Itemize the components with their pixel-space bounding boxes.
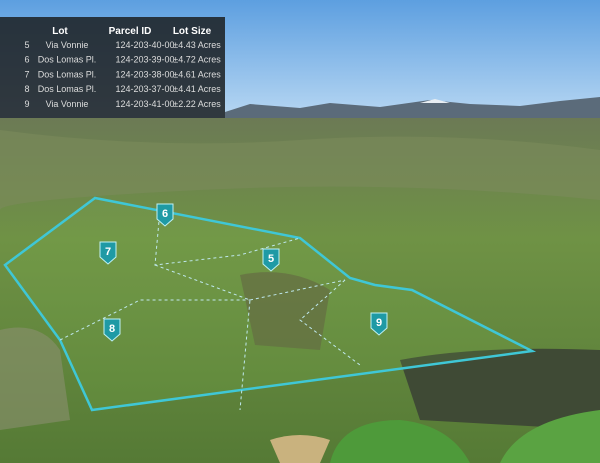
marker-label: 9 (376, 317, 382, 329)
marker-pin (156, 203, 174, 227)
table-cell: ±4.43 Acres (173, 40, 221, 50)
table-cell: 7 (24, 69, 29, 79)
table-header: Parcel ID (109, 26, 152, 37)
orchard (240, 272, 330, 350)
lot-lines (59, 209, 361, 411)
scrub (400, 348, 600, 430)
sand (270, 435, 330, 463)
table-cell: 6 (24, 55, 29, 65)
table-cell: 9 (24, 99, 29, 109)
marker-pin (370, 312, 388, 336)
marker-label: 5 (268, 253, 274, 265)
table-cell: ±4.41 Acres (173, 84, 221, 94)
snow (420, 99, 450, 103)
marker-label: 8 (109, 323, 115, 335)
table-cell: 8 (24, 84, 29, 94)
table-cell: Dos Lomas Pl. (38, 69, 97, 79)
marker-pin (99, 241, 117, 265)
table-header: Lot Size (173, 26, 212, 37)
table-cell: Via Vonnie (46, 99, 89, 109)
golf-green (500, 410, 600, 463)
golf-green (330, 420, 470, 463)
marker-label: 7 (105, 246, 111, 258)
table-cell: 124-203-37-00 (115, 84, 174, 94)
table-cell: ±4.61 Acres (173, 69, 221, 79)
table-cell: Dos Lomas Pl. (38, 55, 97, 65)
table-cell: Dos Lomas Pl. (38, 84, 97, 94)
lot-table: Lot Parcel ID Lot Size 5 Via Vonnie 124-20… (0, 17, 225, 118)
property-boundary (3, 196, 537, 412)
lot-marker: 8 (103, 318, 121, 342)
table-background (0, 17, 225, 118)
hills (0, 130, 600, 210)
table-cell: ±2.22 Acres (173, 99, 221, 109)
marker-label: 6 (162, 208, 168, 220)
lot-marker: 5 (262, 248, 280, 272)
table-header: Lot (52, 26, 68, 37)
table-cell: Via Vonnie (46, 40, 89, 50)
marker-pin (262, 248, 280, 272)
table-cell: 124-203-41-00 (115, 99, 174, 109)
table-cell: 124-203-38-00 (115, 69, 174, 79)
lot-marker: 6 (156, 203, 174, 227)
table-cell: ±4.72 Acres (173, 55, 221, 65)
table-cell: 124-203-39-00 (115, 55, 174, 65)
clearing (0, 327, 70, 430)
marker-pin (103, 318, 121, 342)
lot-marker: 9 (370, 312, 388, 336)
lot-marker: 7 (99, 241, 117, 265)
table-cell: 5 (24, 40, 29, 50)
table-cell: 124-203-40-00 (115, 40, 174, 50)
